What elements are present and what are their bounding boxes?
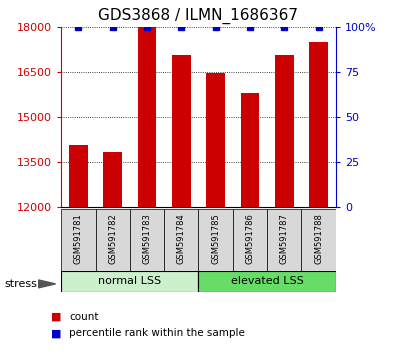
Bar	[198, 271, 336, 292]
Bar	[69, 145, 88, 207]
Bar	[61, 271, 198, 292]
Bar	[137, 27, 156, 207]
Text: GSM591782: GSM591782	[108, 213, 117, 264]
Bar	[275, 55, 294, 207]
Text: elevated LSS: elevated LSS	[231, 276, 303, 286]
Polygon shape	[38, 280, 56, 288]
Bar	[172, 55, 191, 207]
Bar	[233, 209, 267, 271]
Bar	[241, 93, 260, 207]
Bar	[206, 73, 225, 207]
Bar	[61, 209, 96, 271]
Text: normal LSS: normal LSS	[98, 276, 162, 286]
Bar	[309, 42, 328, 207]
Text: percentile rank within the sample: percentile rank within the sample	[69, 329, 245, 338]
Bar	[198, 209, 233, 271]
Title: GDS3868 / ILMN_1686367: GDS3868 / ILMN_1686367	[98, 7, 299, 24]
Text: GSM591786: GSM591786	[245, 213, 254, 264]
Bar	[164, 209, 199, 271]
Bar	[96, 209, 130, 271]
Bar	[301, 209, 336, 271]
Text: ■: ■	[51, 312, 62, 322]
Text: ■: ■	[51, 329, 62, 338]
Text: stress: stress	[4, 279, 37, 289]
Bar	[103, 152, 122, 207]
Text: GSM591784: GSM591784	[177, 213, 186, 264]
Bar	[130, 209, 164, 271]
Text: GSM591788: GSM591788	[314, 213, 323, 264]
Text: GSM591787: GSM591787	[280, 213, 289, 264]
Text: GSM591781: GSM591781	[74, 213, 83, 264]
Text: GSM591783: GSM591783	[143, 213, 152, 264]
Bar	[267, 209, 301, 271]
Text: count: count	[69, 312, 99, 322]
Text: GSM591785: GSM591785	[211, 213, 220, 264]
